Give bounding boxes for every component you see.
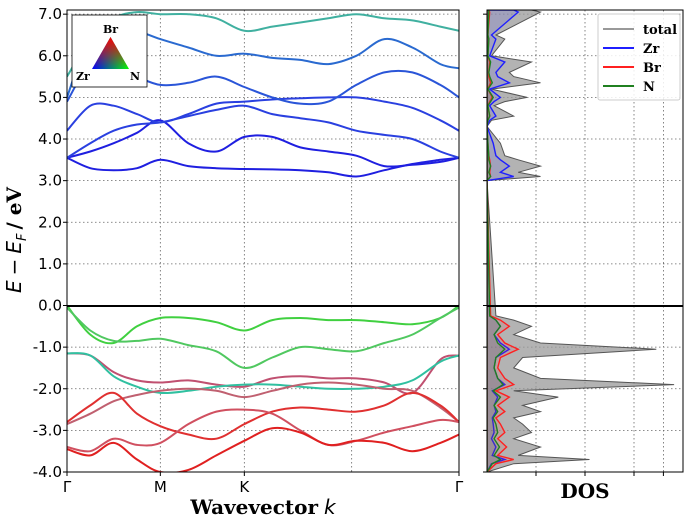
y-axis-label-minus: −	[2, 259, 26, 276]
band-line-vb3	[67, 352, 459, 395]
band-y-tick-label: -2.0	[33, 380, 62, 398]
y-axis-label-F: F	[15, 233, 30, 241]
k-point-label: Γ	[455, 478, 464, 496]
x-axis-label-k: k	[324, 495, 337, 519]
band-y-tick-label: 2.0	[38, 213, 62, 231]
band-line-vb1	[67, 304, 459, 345]
band-line-vb6	[67, 391, 459, 441]
band-y-tick-label: 3.0	[38, 172, 62, 190]
ternary-triangle-red	[92, 37, 129, 69]
band-line-cb3	[67, 104, 459, 159]
legend-label-total: total	[643, 23, 677, 38]
band-line-vb8	[67, 426, 459, 472]
dos-areas	[487, 10, 675, 472]
k-point-label: M	[154, 478, 167, 496]
band-line-vb2	[67, 306, 459, 369]
band-line-vb4	[67, 352, 459, 395]
band-y-tick-label: -3.0	[33, 421, 62, 439]
y-axis-label-E: E	[2, 280, 26, 293]
dos-area-total	[487, 10, 675, 472]
y-axis-label-unit: / eV	[2, 187, 26, 230]
dos-ticks	[483, 13, 664, 476]
ternary-right-label: N	[130, 70, 140, 83]
dos-area-N	[487, 10, 506, 472]
dos-legend: total Zr Br N	[597, 13, 681, 101]
band-y-tick-label: 4.0	[38, 130, 62, 148]
ternary-left-label: Zr	[76, 70, 90, 83]
band-y-tick-label: 7.0	[38, 5, 62, 23]
y-axis-label: E−EF/ eV	[2, 187, 30, 294]
band-line-cb2	[67, 119, 459, 168]
band-y-tick-label: -1.0	[33, 338, 62, 356]
x-axis-label: Wavevector k	[189, 495, 337, 519]
y-axis-label-EF: E	[2, 241, 26, 254]
band-y-tick-label: 0.0	[38, 297, 62, 315]
band-line-vb5	[67, 381, 459, 426]
ternary-color-legend: Br Zr N	[71, 14, 148, 88]
x-axis-label-word: Wavevector	[189, 495, 318, 519]
legend-label-n: N	[643, 80, 655, 95]
legend-label-zr: Zr	[643, 42, 659, 57]
band-y-tick-label: -4.0	[33, 463, 62, 481]
dos-legend-box	[597, 13, 681, 101]
k-point-label: K	[239, 478, 250, 496]
band-line-cb1	[67, 156, 459, 178]
band-line-cb4	[67, 96, 459, 132]
dos-axis-label: DOS	[560, 479, 609, 503]
k-point-label: Γ	[63, 478, 72, 496]
band-panel-frame	[66, 9, 460, 473]
band-line-cb7	[67, 10, 459, 78]
band-y-tick-label: 1.0	[38, 255, 62, 273]
band-y-tick-label: 6.0	[38, 47, 62, 65]
legend-label-br: Br	[643, 61, 661, 76]
ternary-top-label: Br	[103, 23, 118, 36]
band-y-ticks: -4.0 -3.0 -2.0 -1.0 0.0 1.0 2.0 3.0 4.0 5.0 6.0 7.0	[33, 5, 67, 481]
band-y-tick-label: 5.0	[38, 88, 62, 106]
band-line-vb7	[67, 408, 459, 453]
